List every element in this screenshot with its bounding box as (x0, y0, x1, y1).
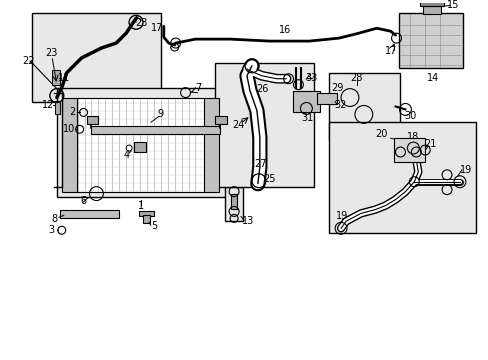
Bar (142, 215, 150, 223)
Bar (134, 142, 145, 152)
Text: 10: 10 (62, 124, 75, 134)
Bar (52, 70, 60, 85)
Bar (215, 63, 314, 187)
Text: 6: 6 (81, 195, 86, 206)
Text: 9: 9 (158, 109, 163, 120)
Text: 12: 12 (41, 100, 54, 111)
Text: 31: 31 (301, 113, 313, 123)
Bar (423, 6, 440, 14)
Text: 33: 33 (305, 73, 317, 83)
Text: 24: 24 (231, 120, 244, 130)
Bar (328, 73, 400, 140)
Bar (292, 91, 320, 112)
Text: 23: 23 (135, 18, 147, 28)
Bar (204, 98, 219, 192)
Text: 23: 23 (45, 48, 58, 58)
Bar (61, 98, 77, 192)
Text: 17: 17 (150, 23, 163, 33)
Text: 19: 19 (459, 165, 471, 175)
Bar (398, 13, 462, 68)
Text: 19: 19 (335, 211, 347, 221)
Text: 22: 22 (22, 56, 34, 66)
Text: 26: 26 (256, 84, 268, 94)
Text: 7: 7 (195, 83, 201, 93)
Bar (32, 13, 161, 103)
Text: 20: 20 (375, 129, 387, 139)
Bar (86, 116, 98, 124)
Bar (139, 211, 154, 216)
Bar (77, 98, 205, 192)
Bar (60, 211, 119, 219)
Bar (419, 1, 443, 6)
Text: 16: 16 (278, 25, 290, 35)
Text: 5: 5 (150, 221, 157, 231)
Text: 32: 32 (333, 100, 346, 111)
Text: 4: 4 (123, 150, 129, 160)
Bar (55, 100, 60, 114)
Bar (328, 122, 475, 233)
Text: 15: 15 (446, 0, 458, 10)
Text: 27: 27 (254, 159, 266, 169)
Bar (91, 126, 220, 134)
Bar (317, 93, 336, 104)
Bar (225, 187, 243, 221)
Text: 21: 21 (423, 139, 435, 149)
Bar (393, 138, 425, 162)
Text: 13: 13 (242, 216, 254, 226)
Text: 28: 28 (350, 73, 363, 83)
Text: 14: 14 (426, 73, 438, 83)
Text: 29: 29 (330, 83, 343, 93)
Text: 3: 3 (49, 225, 55, 235)
Text: 25: 25 (263, 174, 275, 184)
Text: 8: 8 (52, 214, 58, 224)
Bar (215, 116, 227, 124)
Bar (231, 194, 237, 210)
Text: 2: 2 (69, 107, 76, 117)
Text: 30: 30 (404, 111, 416, 121)
Text: 1: 1 (138, 202, 144, 211)
Bar (57, 87, 230, 197)
Text: 17: 17 (385, 46, 397, 56)
Text: 18: 18 (407, 132, 419, 142)
Text: 11: 11 (58, 73, 70, 83)
